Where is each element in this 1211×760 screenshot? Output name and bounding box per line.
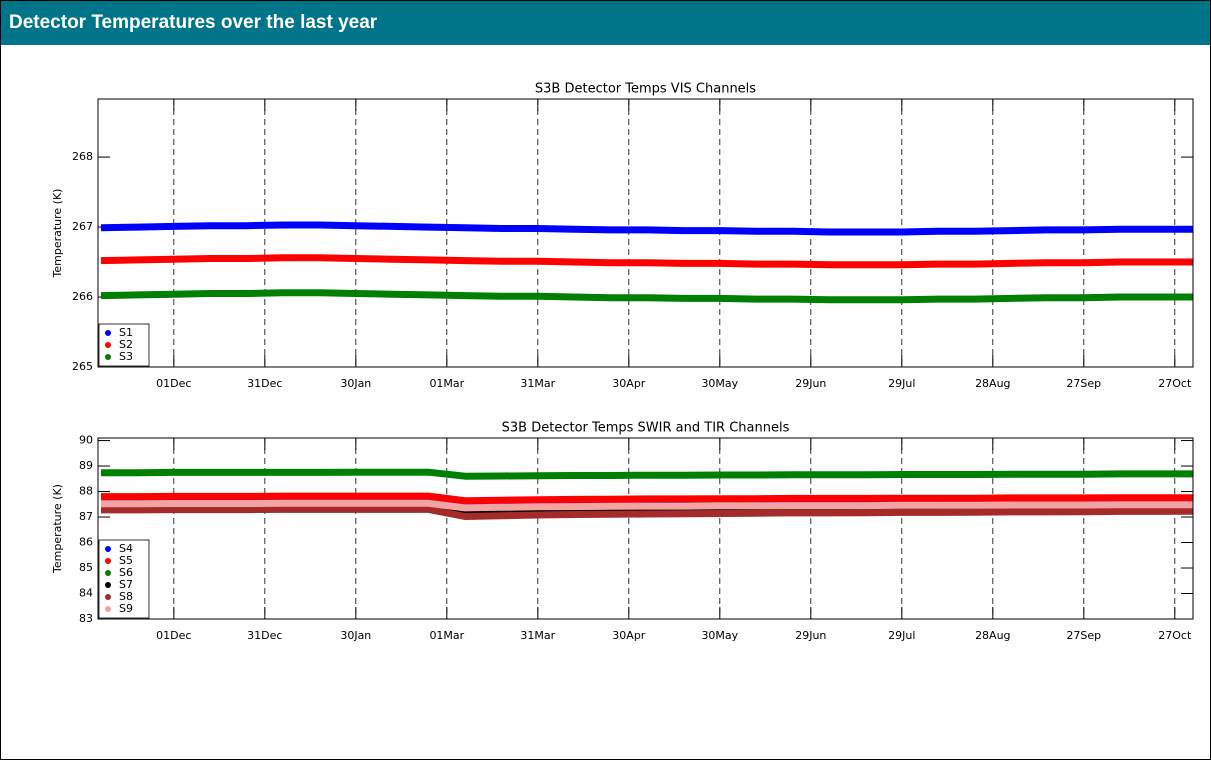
x-tick-label: 27Oct xyxy=(1158,629,1192,642)
x-tick-label: 01Dec xyxy=(156,377,191,390)
x-tick-label: 30Apr xyxy=(612,377,646,390)
legend-marker xyxy=(105,594,111,600)
legend-marker xyxy=(105,330,111,336)
series-line xyxy=(100,289,1193,304)
chart-title: S3B Detector Temps VIS Channels xyxy=(535,82,756,97)
x-tick-label: 27Sep xyxy=(1066,377,1101,390)
x-tick-label: 27Oct xyxy=(1158,377,1192,390)
y-tick-label: 266 xyxy=(72,290,93,303)
chart-title: S3B Detector Temps SWIR and TIR Channels xyxy=(502,421,790,436)
y-tick-label: 83 xyxy=(79,612,93,625)
y-tick-label: 267 xyxy=(72,220,93,233)
legend-label: S5 xyxy=(119,554,133,567)
legend-marker xyxy=(105,570,111,576)
legend-marker xyxy=(105,546,111,552)
x-tick-label: 29Jul xyxy=(888,629,915,642)
plot-frame xyxy=(97,98,1194,368)
legend-label: S8 xyxy=(119,590,133,603)
x-tick-label: 28Aug xyxy=(975,377,1010,390)
x-tick-label: 30May xyxy=(701,377,738,390)
x-tick-label: 29Jun xyxy=(795,629,826,642)
legend-marker xyxy=(105,558,111,564)
plot-frame xyxy=(97,437,1194,620)
y-tick-label: 89 xyxy=(79,459,93,472)
x-tick-label: 31Mar xyxy=(520,629,555,642)
x-tick-label: 01Mar xyxy=(429,377,464,390)
legend-label: S3 xyxy=(119,350,133,363)
x-tick-label: 30Jan xyxy=(340,377,371,390)
x-tick-label: 01Mar xyxy=(429,629,464,642)
series-line xyxy=(101,499,1193,512)
legend-label: S9 xyxy=(119,602,133,615)
x-tick-label: 30Jan xyxy=(340,629,371,642)
legend-label: S1 xyxy=(119,326,133,339)
series-line xyxy=(101,492,1193,505)
legend-label: S7 xyxy=(119,578,133,591)
x-tick-label: 01Dec xyxy=(156,629,191,642)
series-line xyxy=(100,221,1193,236)
series-line xyxy=(101,505,1194,520)
legend-label: S2 xyxy=(119,338,133,351)
legend-label: S6 xyxy=(119,566,133,579)
x-tick-label: 31Mar xyxy=(520,377,555,390)
x-tick-label: 31Dec xyxy=(247,377,282,390)
legend-label: S4 xyxy=(119,542,133,555)
y-tick-label: 268 xyxy=(72,150,93,163)
y-tick-label: 86 xyxy=(79,536,93,549)
y-tick-label: 90 xyxy=(79,434,93,447)
series-line xyxy=(100,254,1193,269)
y-axis-label: Temperature (K) xyxy=(51,484,64,574)
x-tick-label: 31Dec xyxy=(247,629,282,642)
y-tick-label: 265 xyxy=(72,360,93,373)
legend-marker xyxy=(105,342,111,348)
y-tick-label: 84 xyxy=(79,587,93,600)
y-tick-label: 88 xyxy=(79,485,93,498)
y-tick-label: 85 xyxy=(79,561,93,574)
x-tick-label: 29Jun xyxy=(795,377,826,390)
x-tick-label: 27Sep xyxy=(1066,629,1101,642)
page-title: Detector Temperatures over the last year xyxy=(1,1,1210,45)
legend-marker xyxy=(105,606,111,612)
x-tick-label: 30May xyxy=(701,629,738,642)
x-tick-label: 29Jul xyxy=(888,377,915,390)
y-axis-label: Temperature (K) xyxy=(51,189,64,279)
charts: S3B Detector Temps VIS Channels Temperatu… xyxy=(51,82,1194,642)
series-line xyxy=(101,468,1193,480)
legend-marker xyxy=(105,354,111,360)
x-tick-label: 30Apr xyxy=(612,629,646,642)
y-tick-label: 87 xyxy=(79,510,93,523)
legend-marker xyxy=(105,582,111,588)
legend-box xyxy=(98,539,150,619)
x-tick-label: 28Aug xyxy=(975,629,1010,642)
